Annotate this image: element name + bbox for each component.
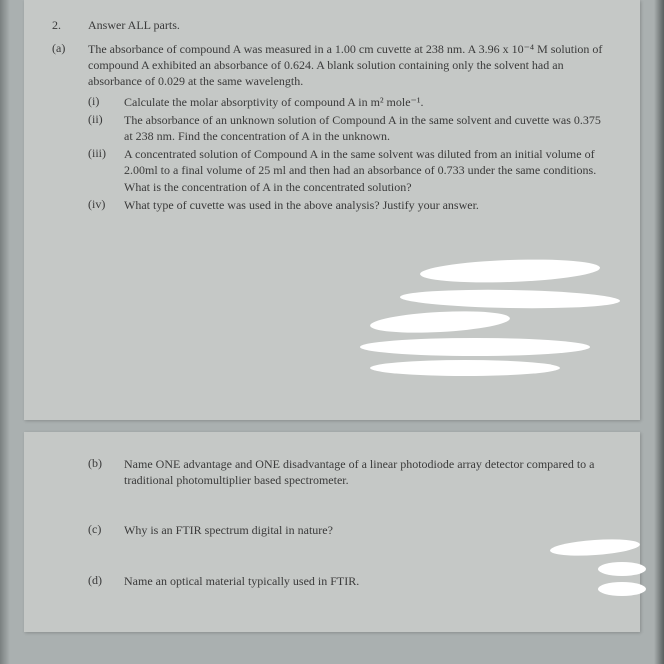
screen-border-left bbox=[0, 0, 10, 664]
part-c-label: (c) bbox=[88, 522, 124, 538]
subpart-iv: (iv) What type of cuvette was used in th… bbox=[88, 197, 612, 213]
scribble-stroke bbox=[400, 288, 620, 310]
whiteout-scribble-2 bbox=[526, 540, 646, 600]
screen-border-right bbox=[654, 0, 664, 664]
part-b-text: Name ONE advantage and ONE disadvantage … bbox=[124, 456, 612, 488]
subpart-iv-text: What type of cuvette was used in the abo… bbox=[124, 197, 612, 213]
question-number: 2. bbox=[52, 18, 88, 33]
subpart-i-text: Calculate the molar absorptivity of comp… bbox=[124, 94, 612, 110]
question-instruction: Answer ALL parts. bbox=[88, 18, 612, 33]
scribble-stroke bbox=[420, 257, 601, 285]
part-b-label: (b) bbox=[88, 456, 124, 488]
subpart-i: (i) Calculate the molar absorptivity of … bbox=[88, 94, 612, 110]
subpart-ii-text: The absorbance of an unknown solution of… bbox=[124, 112, 612, 144]
whiteout-scribble-1 bbox=[280, 260, 620, 380]
scribble-stroke bbox=[598, 562, 646, 576]
subpart-iii-label: (iii) bbox=[88, 146, 124, 195]
part-a-label: (a) bbox=[52, 41, 88, 215]
part-c: (c) Why is an FTIR spectrum digital in n… bbox=[88, 522, 612, 538]
subpart-iv-label: (iv) bbox=[88, 197, 124, 213]
subpart-iii: (iii) A concentrated solution of Compoun… bbox=[88, 146, 612, 195]
exam-page-lower: (b) Name ONE advantage and ONE disadvant… bbox=[24, 432, 640, 632]
subpart-ii-label: (ii) bbox=[88, 112, 124, 144]
exam-page-upper: 2. Answer ALL parts. (a) The absorbance … bbox=[24, 0, 640, 420]
part-a-intro: The absorbance of compound A was measure… bbox=[88, 41, 612, 90]
scribble-stroke bbox=[598, 582, 646, 596]
scribble-stroke bbox=[360, 338, 590, 356]
scribble-stroke bbox=[370, 360, 560, 376]
part-d-label: (d) bbox=[88, 573, 124, 589]
part-a: (a) The absorbance of compound A was mea… bbox=[52, 41, 612, 215]
scribble-stroke bbox=[550, 537, 641, 558]
part-b: (b) Name ONE advantage and ONE disadvant… bbox=[88, 456, 612, 488]
part-c-text: Why is an FTIR spectrum digital in natur… bbox=[124, 522, 612, 538]
question-header: 2. Answer ALL parts. bbox=[52, 18, 612, 33]
subpart-iii-text: A concentrated solution of Compound A in… bbox=[124, 146, 612, 195]
scribble-stroke bbox=[370, 308, 511, 335]
subpart-ii: (ii) The absorbance of an unknown soluti… bbox=[88, 112, 612, 144]
subpart-i-label: (i) bbox=[88, 94, 124, 110]
